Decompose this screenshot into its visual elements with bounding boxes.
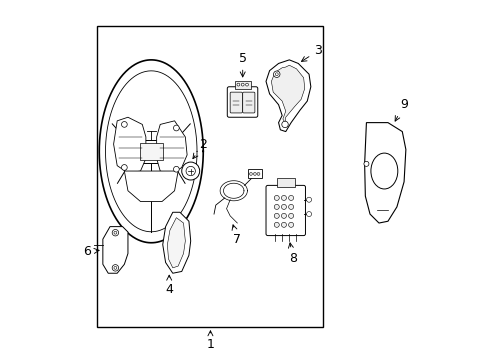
FancyBboxPatch shape xyxy=(227,87,257,117)
Circle shape xyxy=(288,204,293,210)
Circle shape xyxy=(281,222,286,227)
Circle shape xyxy=(112,229,119,236)
Circle shape xyxy=(274,204,279,210)
FancyBboxPatch shape xyxy=(265,185,305,235)
FancyBboxPatch shape xyxy=(242,92,254,113)
Circle shape xyxy=(182,162,199,180)
Text: 8: 8 xyxy=(288,243,296,265)
FancyBboxPatch shape xyxy=(230,92,242,113)
Polygon shape xyxy=(167,218,185,268)
Circle shape xyxy=(245,83,248,86)
Circle shape xyxy=(288,195,293,201)
Bar xyxy=(97,26,323,327)
Polygon shape xyxy=(364,123,405,223)
Text: 7: 7 xyxy=(232,225,241,246)
Circle shape xyxy=(114,266,117,269)
Circle shape xyxy=(306,212,311,217)
Ellipse shape xyxy=(370,153,397,189)
Circle shape xyxy=(288,222,293,227)
Polygon shape xyxy=(163,212,190,273)
Circle shape xyxy=(288,213,293,219)
Text: 1: 1 xyxy=(206,331,214,351)
Circle shape xyxy=(112,265,119,271)
Circle shape xyxy=(281,195,286,201)
Text: 5: 5 xyxy=(238,51,246,77)
Text: 4: 4 xyxy=(165,275,173,296)
Circle shape xyxy=(281,204,286,210)
Circle shape xyxy=(253,172,256,175)
Polygon shape xyxy=(124,171,178,202)
Circle shape xyxy=(121,165,127,170)
Circle shape xyxy=(257,172,260,175)
Circle shape xyxy=(274,213,279,219)
Circle shape xyxy=(249,172,252,175)
Polygon shape xyxy=(156,121,187,175)
Circle shape xyxy=(275,73,278,76)
Polygon shape xyxy=(113,117,145,173)
Circle shape xyxy=(173,125,179,131)
Polygon shape xyxy=(102,226,128,273)
Circle shape xyxy=(121,122,127,127)
Circle shape xyxy=(306,197,311,202)
Text: 6: 6 xyxy=(82,245,99,258)
Circle shape xyxy=(363,161,368,166)
Circle shape xyxy=(273,71,280,77)
Circle shape xyxy=(281,121,287,128)
Bar xyxy=(234,81,250,89)
Bar xyxy=(137,140,165,163)
Circle shape xyxy=(281,213,286,219)
Text: 9: 9 xyxy=(394,98,407,121)
Circle shape xyxy=(114,231,117,234)
Circle shape xyxy=(274,195,279,201)
Circle shape xyxy=(241,83,244,86)
Bar xyxy=(247,169,261,178)
Polygon shape xyxy=(271,65,304,123)
Polygon shape xyxy=(265,60,310,132)
Text: 3: 3 xyxy=(301,44,321,62)
Bar xyxy=(140,143,163,160)
Text: 2: 2 xyxy=(192,138,207,159)
Circle shape xyxy=(173,166,179,172)
Circle shape xyxy=(185,166,195,176)
Bar xyxy=(276,178,294,187)
Circle shape xyxy=(237,83,239,86)
Circle shape xyxy=(274,222,279,227)
